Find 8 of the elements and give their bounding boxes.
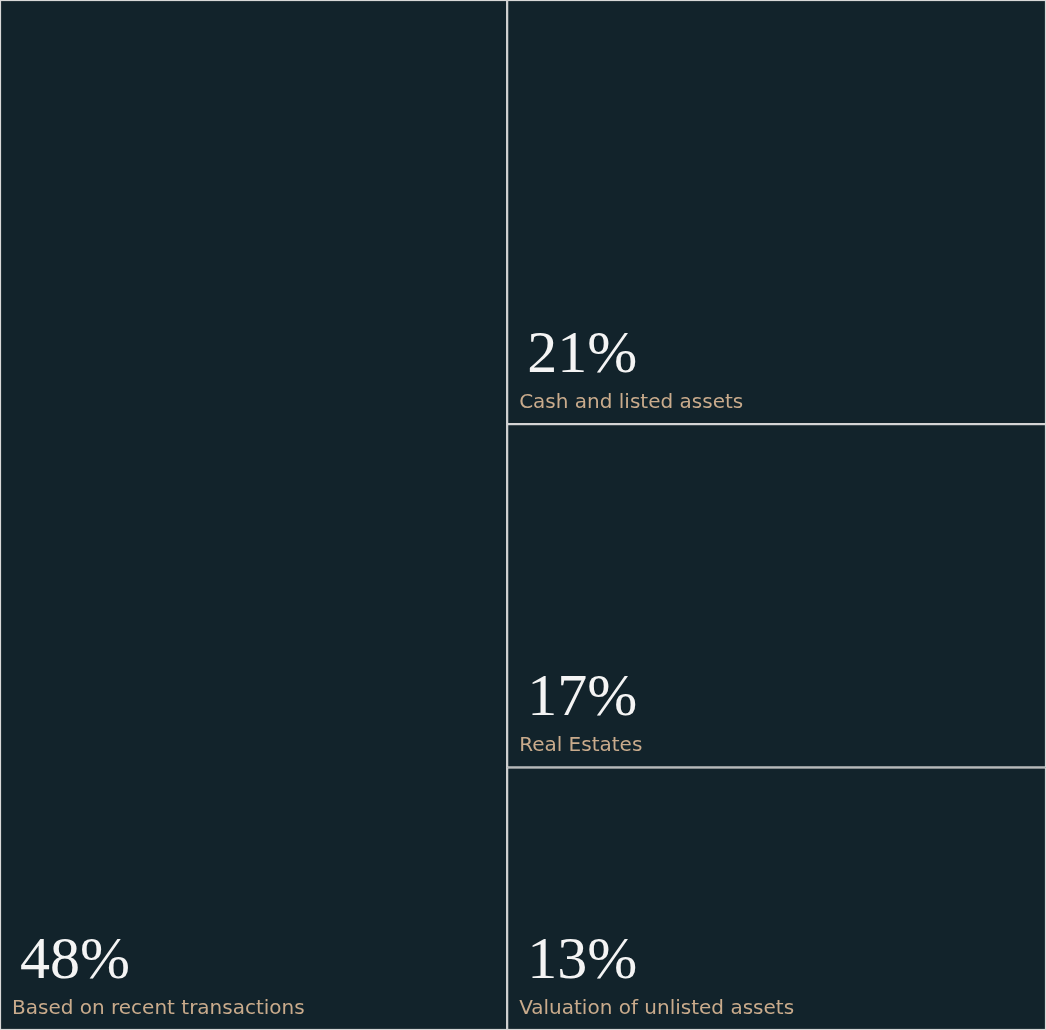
category-label: Cash and listed assets	[519, 389, 744, 414]
data-label: 13%	[527, 925, 638, 991]
category-label: Valuation of unlisted assets	[519, 995, 795, 1019]
category-label: Real Estates	[519, 732, 643, 757]
data-label: 48%	[20, 925, 130, 991]
data-label: 17%	[527, 662, 638, 729]
category-label: Based on recent transactions	[12, 995, 305, 1019]
data-label: 21%	[527, 319, 638, 386]
